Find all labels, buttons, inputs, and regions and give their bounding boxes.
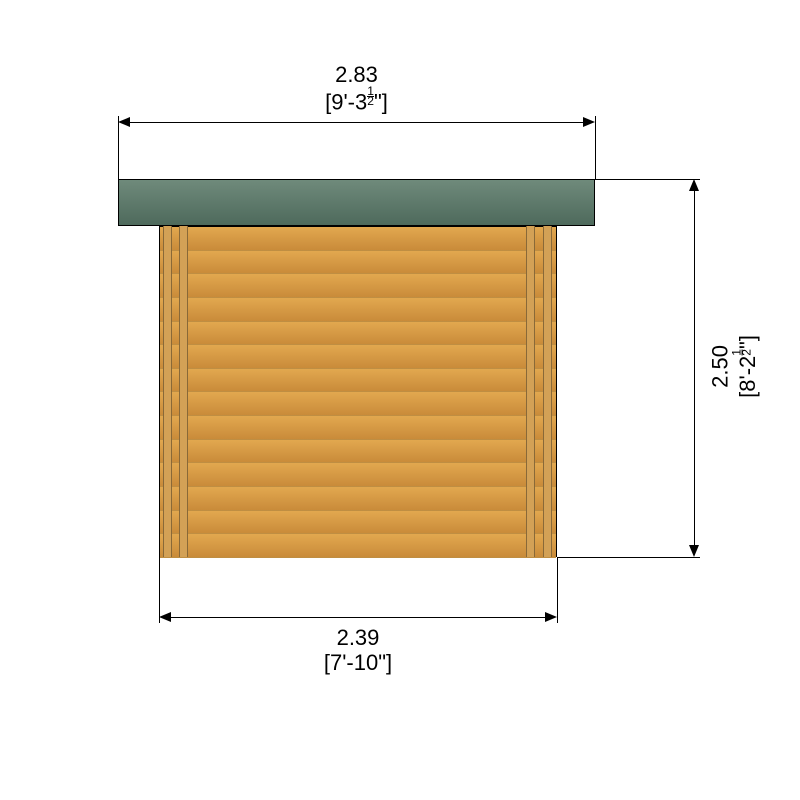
- wall-slat: [160, 274, 556, 298]
- wall-post: [163, 226, 172, 557]
- wall-slat: [160, 511, 556, 535]
- dimension-height-label: 2.50[8'-212"]: [708, 306, 761, 426]
- shed-elevation-drawing: 2.83[9'-312"] 2.39[7'-10"] 2.50[8'-212"]: [0, 0, 800, 800]
- wall-slat: [160, 369, 556, 393]
- wall-post: [543, 226, 552, 557]
- dimension-roof-width-label: 2.83[9'-312"]: [297, 62, 417, 115]
- shed-wall: [159, 226, 557, 557]
- wall-slat: [160, 534, 556, 558]
- wall-slat: [160, 416, 556, 440]
- wall-slat: [160, 227, 556, 251]
- wall-slat: [160, 392, 556, 416]
- wall-slat: [160, 487, 556, 511]
- wall-slat: [160, 298, 556, 322]
- wall-slat: [160, 251, 556, 275]
- shed-roof: [118, 179, 595, 226]
- wall-slat: [160, 345, 556, 369]
- wall-post: [179, 226, 188, 557]
- dimension-wall-width-label: 2.39[7'-10"]: [298, 625, 418, 676]
- wall-slat: [160, 463, 556, 487]
- wall-post: [526, 226, 535, 557]
- wall-slat: [160, 322, 556, 346]
- wall-slat: [160, 440, 556, 464]
